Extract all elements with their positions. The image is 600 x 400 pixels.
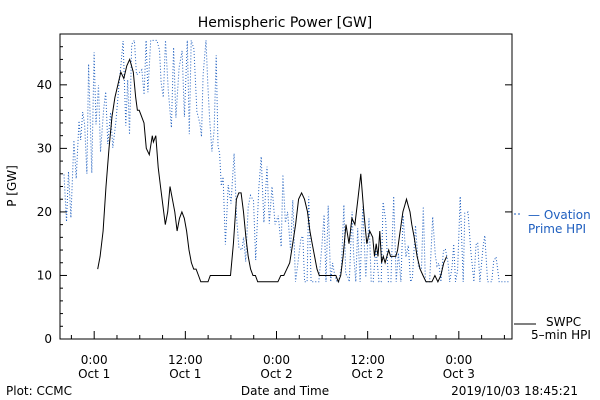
y-tick-label: 20 (37, 205, 52, 219)
x-tick-time: 12:00 (168, 353, 203, 367)
legend-swpc-line2: 5–min HPI (531, 328, 591, 342)
x-tick-time: 0:00 (81, 353, 108, 367)
footer-timestamp: 2019/10/03 18:45:21 (451, 384, 578, 398)
ovation-prime-hpi-line (63, 38, 510, 283)
x-axis-label: Date and Time (241, 384, 329, 398)
y-tick-label: 30 (37, 141, 52, 155)
x-tick-day: Oct 1 (78, 367, 110, 381)
y-tick-label: 10 (37, 268, 52, 282)
x-tick-day: Oct 2 (260, 367, 292, 381)
legend-ovation-line1: — Ovation (528, 208, 591, 222)
series-swpc-hpi (97, 57, 448, 284)
swpc-hpi-line (97, 57, 448, 284)
legend-swpc-line1: SWPC (546, 315, 581, 329)
y-tick-label: 0 (44, 332, 52, 346)
x-tick-time: 0:00 (445, 353, 472, 367)
y-tick-label: 40 (37, 78, 52, 92)
y-axis: 0 10 20 30 40 (37, 46, 512, 346)
plot-frame (59, 33, 513, 340)
chart-title: Hemispheric Power [GW] (198, 15, 373, 31)
series-ovation-prime-hpi (63, 38, 510, 283)
x-tick-time: 0:00 (263, 353, 290, 367)
x-tick-day: Oct 3 (443, 367, 475, 381)
x-tick-day: Oct 1 (169, 367, 201, 381)
footer-plot-credit: Plot: CCMC (6, 384, 72, 398)
y-axis-label: P [GW] (5, 165, 19, 207)
legend-ovation-line2: Prime HPI (528, 222, 586, 236)
x-tick-day: Oct 2 (352, 367, 384, 381)
x-tick-time: 12:00 (350, 353, 385, 367)
